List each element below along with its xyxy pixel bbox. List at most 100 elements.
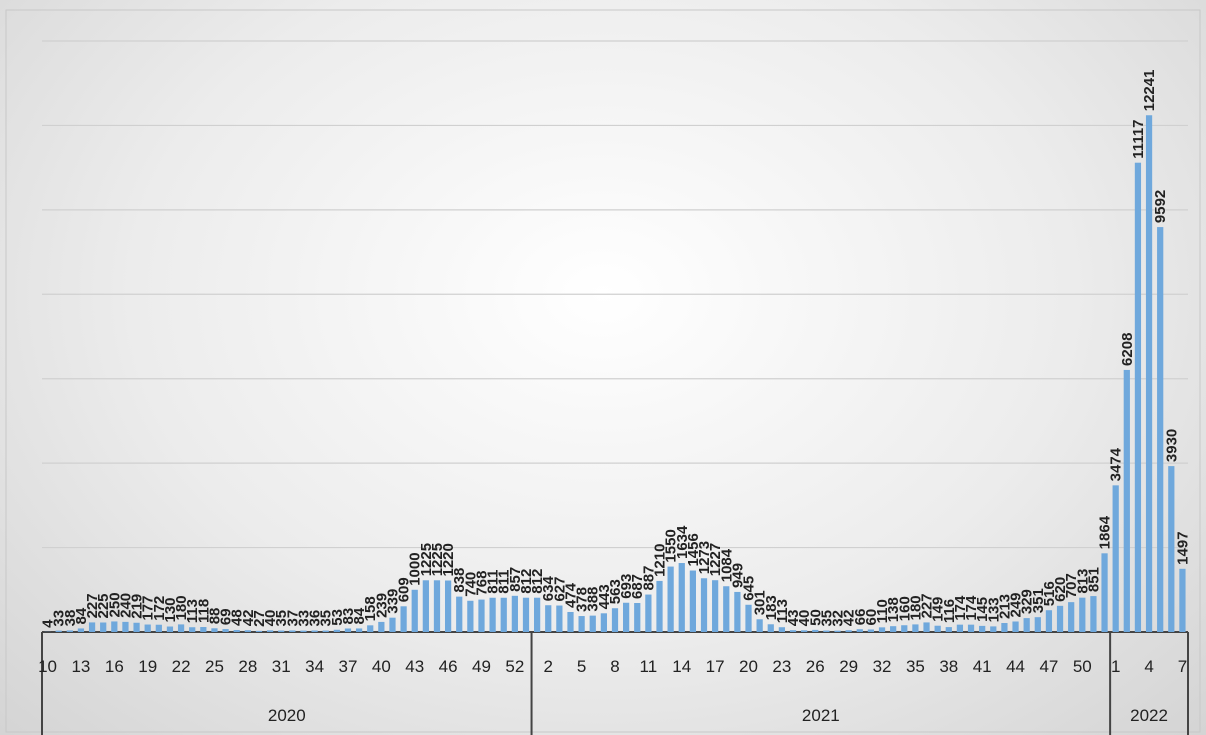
bar xyxy=(756,619,763,632)
value-label: 27 xyxy=(251,610,268,627)
value-label: 133 xyxy=(985,597,1002,622)
bar xyxy=(456,596,463,632)
bar xyxy=(66,630,73,632)
group-label: 2021 xyxy=(802,706,840,725)
bar xyxy=(1134,162,1142,632)
bar xyxy=(645,594,652,632)
value-label: 145 xyxy=(974,597,991,622)
value-label: 240 xyxy=(117,593,134,618)
value-label: 351 xyxy=(1030,588,1047,613)
x-tick-label: 26 xyxy=(806,657,825,676)
bar xyxy=(623,602,630,632)
bar xyxy=(678,563,685,632)
value-label: 177 xyxy=(140,595,157,620)
bar xyxy=(867,629,875,632)
bar xyxy=(634,602,641,632)
bar xyxy=(589,615,596,632)
value-label: 66 xyxy=(852,609,869,626)
value-label: 250 xyxy=(106,592,123,617)
value-label: 813 xyxy=(1074,569,1091,594)
bar xyxy=(689,570,696,632)
bar xyxy=(778,627,786,632)
bar xyxy=(55,630,62,632)
bar xyxy=(255,630,263,632)
x-tick-label: 14 xyxy=(672,657,691,676)
x-tick-label: 8 xyxy=(610,657,619,676)
value-label: 227 xyxy=(84,593,101,618)
bar xyxy=(700,578,708,632)
bar xyxy=(422,580,429,632)
bar xyxy=(723,586,730,632)
bar xyxy=(845,630,852,632)
bar xyxy=(300,630,307,632)
x-tick-label: 5 xyxy=(577,657,586,676)
x-tick-label: 1 xyxy=(1111,657,1120,676)
x-tick-label: 50 xyxy=(1073,657,1092,676)
value-label: 812 xyxy=(518,569,535,594)
value-label: 339 xyxy=(384,589,401,614)
bar xyxy=(1179,568,1186,632)
value-label: 50 xyxy=(807,609,824,626)
bar xyxy=(77,628,85,632)
value-label: 88 xyxy=(206,608,223,625)
bar xyxy=(990,626,997,632)
bar xyxy=(956,624,964,632)
value-label: 887 xyxy=(640,566,657,591)
value-label: 12241 xyxy=(1141,70,1158,112)
value-label: 118 xyxy=(195,599,212,623)
bar xyxy=(901,625,908,632)
bar xyxy=(534,597,541,632)
bar xyxy=(1012,621,1019,632)
bar xyxy=(389,617,396,632)
x-tick-label: 28 xyxy=(238,657,257,676)
value-label: 857 xyxy=(507,567,524,592)
bar xyxy=(155,624,162,632)
value-label: 1497 xyxy=(1174,531,1191,564)
value-label: 113 xyxy=(774,599,791,623)
bar xyxy=(355,628,363,632)
bar xyxy=(266,630,274,632)
bar xyxy=(500,597,507,632)
bar xyxy=(712,580,719,632)
bar xyxy=(934,625,941,632)
value-label: 1550 xyxy=(663,529,680,562)
bar xyxy=(967,624,975,632)
bar xyxy=(578,616,585,632)
x-tick-label: 25 xyxy=(205,657,224,676)
bar xyxy=(88,622,96,632)
value-label: 35 xyxy=(818,610,835,627)
value-label: 693 xyxy=(618,574,635,599)
value-label: 183 xyxy=(763,595,780,620)
bar xyxy=(834,630,841,632)
bar xyxy=(1168,466,1175,632)
x-tick-label: 19 xyxy=(138,657,157,676)
value-label: 11117 xyxy=(1130,119,1147,158)
bar xyxy=(478,599,485,632)
value-label: 35 xyxy=(318,610,335,627)
value-label: 3474 xyxy=(1108,447,1125,481)
bar xyxy=(133,622,140,632)
bar xyxy=(801,630,808,632)
bar xyxy=(600,613,607,632)
bar xyxy=(522,597,530,632)
bar xyxy=(200,627,207,632)
value-label: 1634 xyxy=(674,525,691,559)
bar xyxy=(1045,610,1053,632)
value-label: 239 xyxy=(373,593,390,618)
value-label: 48 xyxy=(229,609,246,626)
value-label: 33 xyxy=(51,610,68,627)
value-label: 9592 xyxy=(1152,190,1169,223)
value-label: 1227 xyxy=(707,543,724,576)
bar xyxy=(433,580,441,632)
value-label: 3930 xyxy=(1163,429,1180,462)
bar xyxy=(211,628,218,632)
bar xyxy=(767,624,774,632)
bar xyxy=(378,621,385,632)
value-label: 33 xyxy=(295,610,312,627)
value-label: 180 xyxy=(173,595,190,620)
bar xyxy=(1101,553,1108,632)
value-label: 180 xyxy=(907,595,924,620)
value-label: 1225 xyxy=(418,543,435,576)
value-label: 160 xyxy=(896,596,913,621)
